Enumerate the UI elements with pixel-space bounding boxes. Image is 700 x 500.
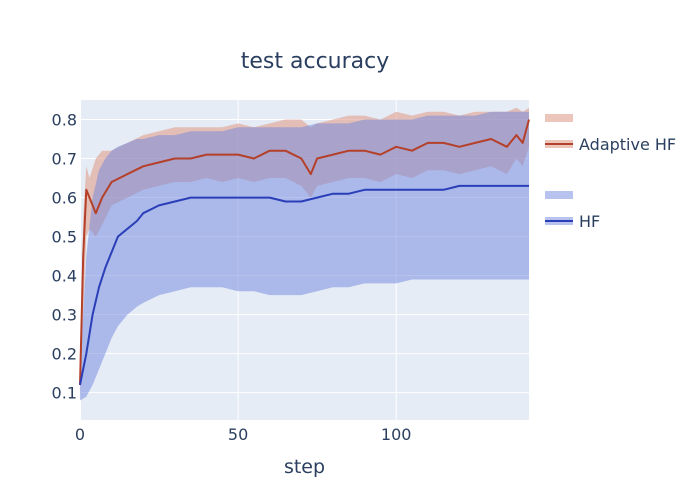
y-tick-label: 0.8 [52, 111, 77, 130]
chart-title: test accuracy [241, 49, 390, 74]
legend-label-hf[interactable]: HF [579, 212, 600, 231]
legend-label-adaptive-hf[interactable]: Adaptive HF [579, 135, 676, 154]
y-tick-label: 0.1 [52, 384, 77, 403]
legend[interactable]: Adaptive HF HF [545, 114, 676, 231]
y-tick-label: 0.6 [52, 189, 77, 208]
x-axis-title: step [284, 456, 325, 478]
band-hf [80, 111, 529, 401]
series-lines [79, 119, 530, 386]
line-hf [79, 184, 529, 386]
y-tick-label: 0.4 [52, 267, 77, 286]
x-tick-label: 0 [75, 425, 85, 444]
y-tick-label: 0.5 [52, 228, 77, 247]
line-adaptive-hf [79, 119, 530, 385]
legend-band-swatch-adaptive-hf[interactable] [545, 114, 573, 122]
x-tick-label: 50 [228, 425, 248, 444]
x-tick-label: 100 [381, 425, 412, 444]
x-axis-ticks: 0 50 100 [75, 425, 412, 444]
y-tick-label: 0.3 [52, 306, 77, 325]
legend-band-swatch-hf[interactable] [545, 191, 573, 199]
y-tick-label: 0.2 [52, 345, 77, 364]
y-axis-ticks: 0.1 0.2 0.3 0.4 0.5 0.6 0.7 0.8 [52, 111, 77, 403]
y-tick-label: 0.7 [52, 150, 77, 169]
confidence-bands [80, 107, 529, 401]
